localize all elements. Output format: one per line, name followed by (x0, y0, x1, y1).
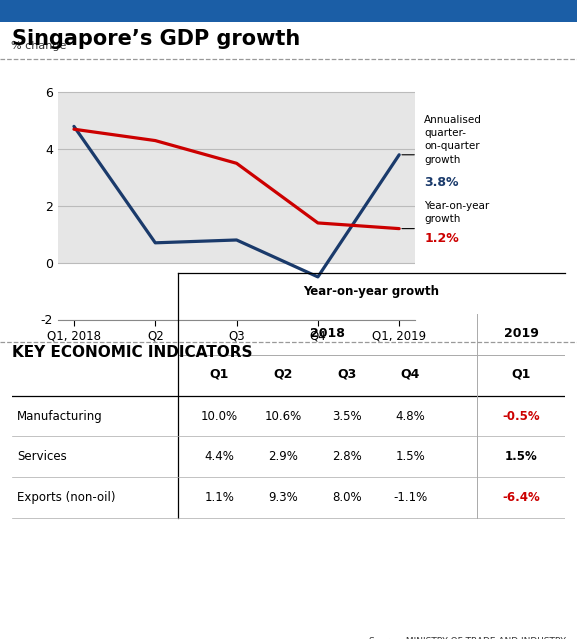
Text: Manufacturing: Manufacturing (17, 410, 103, 422)
Text: 1.5%: 1.5% (505, 450, 538, 463)
Text: 2.9%: 2.9% (268, 450, 298, 463)
Text: 2018: 2018 (310, 327, 344, 340)
Text: 3.5%: 3.5% (332, 410, 361, 422)
Text: 2.8%: 2.8% (332, 450, 362, 463)
Text: % change: % change (11, 41, 66, 51)
Text: -6.4%: -6.4% (502, 491, 540, 504)
Text: 10.6%: 10.6% (264, 410, 302, 422)
Text: 9.3%: 9.3% (268, 491, 298, 504)
Text: Year-on-year growth: Year-on-year growth (304, 285, 440, 298)
Text: 1.2%: 1.2% (424, 232, 459, 245)
Text: 1.1%: 1.1% (204, 491, 234, 504)
Text: Annualised
quarter-
on-quarter
growth: Annualised quarter- on-quarter growth (424, 115, 482, 165)
Text: KEY ECONOMIC INDICATORS: KEY ECONOMIC INDICATORS (12, 345, 252, 360)
Text: 1.5%: 1.5% (395, 450, 425, 463)
Text: -0.5%: -0.5% (503, 410, 540, 422)
Text: Singapore’s GDP growth: Singapore’s GDP growth (12, 29, 300, 49)
Text: 2019: 2019 (504, 327, 538, 340)
Text: 4.8%: 4.8% (395, 410, 425, 422)
Text: Q2: Q2 (273, 368, 293, 381)
Text: 3.8%: 3.8% (424, 176, 459, 189)
Text: 8.0%: 8.0% (332, 491, 361, 504)
Bar (58, 92, 415, 263)
Text: Q1: Q1 (209, 368, 229, 381)
Text: Source: MINISTRY OF TRADE AND INDUSTRY
STRAITS TIMES GRAPHICS: Source: MINISTRY OF TRADE AND INDUSTRY S… (369, 638, 565, 639)
Text: 10.0%: 10.0% (201, 410, 238, 422)
Text: Year-on-year
growth: Year-on-year growth (424, 201, 489, 224)
Text: Q1: Q1 (511, 368, 531, 381)
Text: -1.1%: -1.1% (394, 491, 428, 504)
Text: Exports (non-oil): Exports (non-oil) (17, 491, 115, 504)
Text: Q3: Q3 (337, 368, 356, 381)
Text: 4.4%: 4.4% (204, 450, 234, 463)
Text: Q4: Q4 (400, 368, 420, 381)
Text: Services: Services (17, 450, 67, 463)
